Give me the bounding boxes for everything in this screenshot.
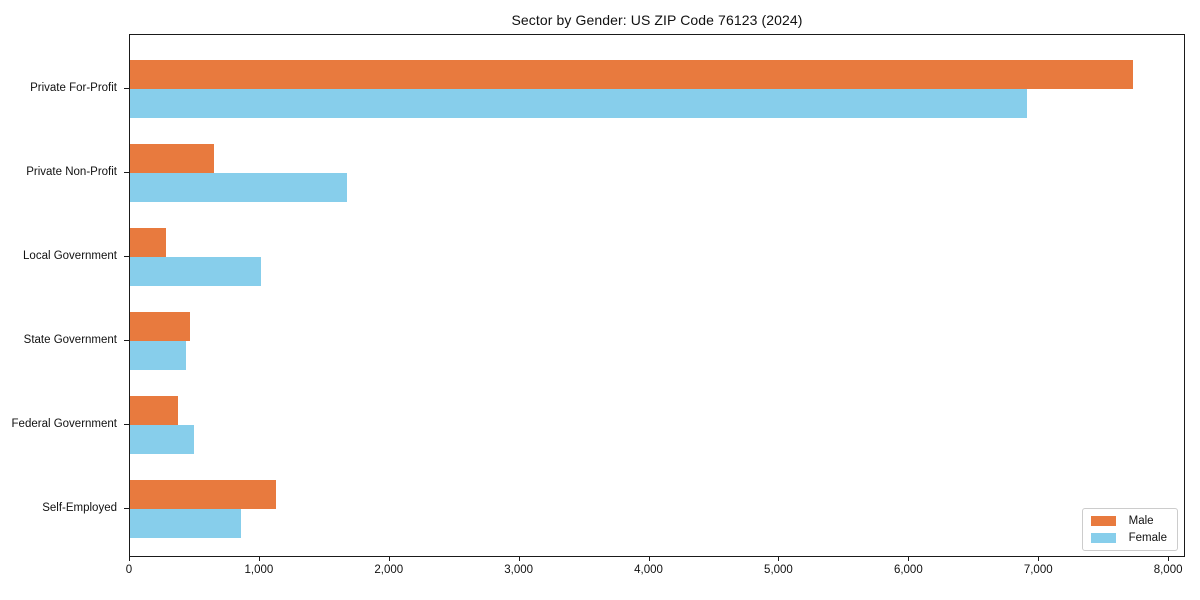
x-tick-mark <box>258 557 260 561</box>
bar-male-private-non-profit <box>130 144 215 173</box>
bar-male-state-government <box>130 312 190 341</box>
x-tick-mark <box>648 557 650 561</box>
bar-female-federal-government <box>130 425 194 454</box>
legend: Male Female <box>1081 508 1178 551</box>
bar-group-private-for-profit <box>130 47 1184 131</box>
x-tick-label: 7,000 <box>1023 564 1053 576</box>
x-tick-label: 8,000 <box>1153 564 1183 576</box>
y-tick-mark <box>124 172 129 173</box>
y-tick-mark <box>124 88 129 89</box>
x-tick-mark <box>388 557 390 561</box>
y-tick-mark <box>124 424 129 425</box>
bar-female-local-government <box>130 257 261 286</box>
y-tick-label-private-for-profit: Private For-Profit <box>0 46 129 130</box>
bar-female-self-employed <box>130 509 242 538</box>
y-tick-mark <box>124 340 129 341</box>
x-tick-mark <box>129 557 130 561</box>
x-tick-mark <box>1168 557 1170 561</box>
legend-swatch-female-icon <box>1090 533 1116 543</box>
y-tick-label-federal-government: Federal Government <box>0 382 129 466</box>
x-tick-mark <box>518 557 520 561</box>
bar-group-federal-government <box>130 383 1184 467</box>
x-tick-label: 4,000 <box>634 564 663 576</box>
x-axis: 0 1,000 2,000 3,000 4,000 5,000 6,000 7,000 8,00… <box>125 557 1185 592</box>
y-axis-labels: Private For-Profit Private Non-Profit Loca… <box>0 46 129 550</box>
bar-group-self-employed <box>130 467 1184 551</box>
x-tick-label: 2,000 <box>374 564 404 576</box>
legend-label-male: Male <box>1128 515 1154 527</box>
y-tick-mark <box>124 256 129 257</box>
x-tick-label: 1,000 <box>244 564 274 576</box>
bar-rows <box>130 47 1184 551</box>
x-tick-label: 5,000 <box>764 564 793 576</box>
y-tick-label-self-employed: Self-Employed <box>0 466 129 550</box>
y-tick-label-private-non-profit: Private Non-Profit <box>0 130 129 214</box>
x-tick-mark <box>778 557 780 561</box>
y-tick-label-state-government: State Government <box>0 298 129 382</box>
bar-group-local-government <box>130 215 1184 299</box>
legend-item-male: Male <box>1090 515 1167 527</box>
x-tick-label: 0 <box>125 564 133 576</box>
bar-male-self-employed <box>130 480 277 509</box>
y-tick-label-local-government: Local Government <box>0 214 129 298</box>
bar-male-private-for-profit <box>130 60 1134 89</box>
x-tick-mark <box>908 557 910 561</box>
bar-female-private-non-profit <box>130 173 347 202</box>
bar-female-state-government <box>130 341 186 370</box>
legend-label-female: Female <box>1128 532 1167 544</box>
x-tick-label: 6,000 <box>893 564 923 576</box>
bar-male-federal-government <box>130 396 178 425</box>
plot-area: Male Female <box>129 34 1185 557</box>
bar-group-private-non-profit <box>130 131 1184 215</box>
x-tick-label: 3,000 <box>504 564 534 576</box>
bar-male-local-government <box>130 228 167 257</box>
y-tick-mark <box>124 508 129 509</box>
x-tick-mark <box>1038 557 1040 561</box>
bar-female-private-for-profit <box>130 89 1028 118</box>
legend-item-female: Female <box>1090 532 1167 544</box>
chart-title: Sector by Gender: US ZIP Code 76123 (202… <box>511 12 803 28</box>
bar-group-state-government <box>130 299 1184 383</box>
legend-swatch-male-icon <box>1090 516 1116 526</box>
